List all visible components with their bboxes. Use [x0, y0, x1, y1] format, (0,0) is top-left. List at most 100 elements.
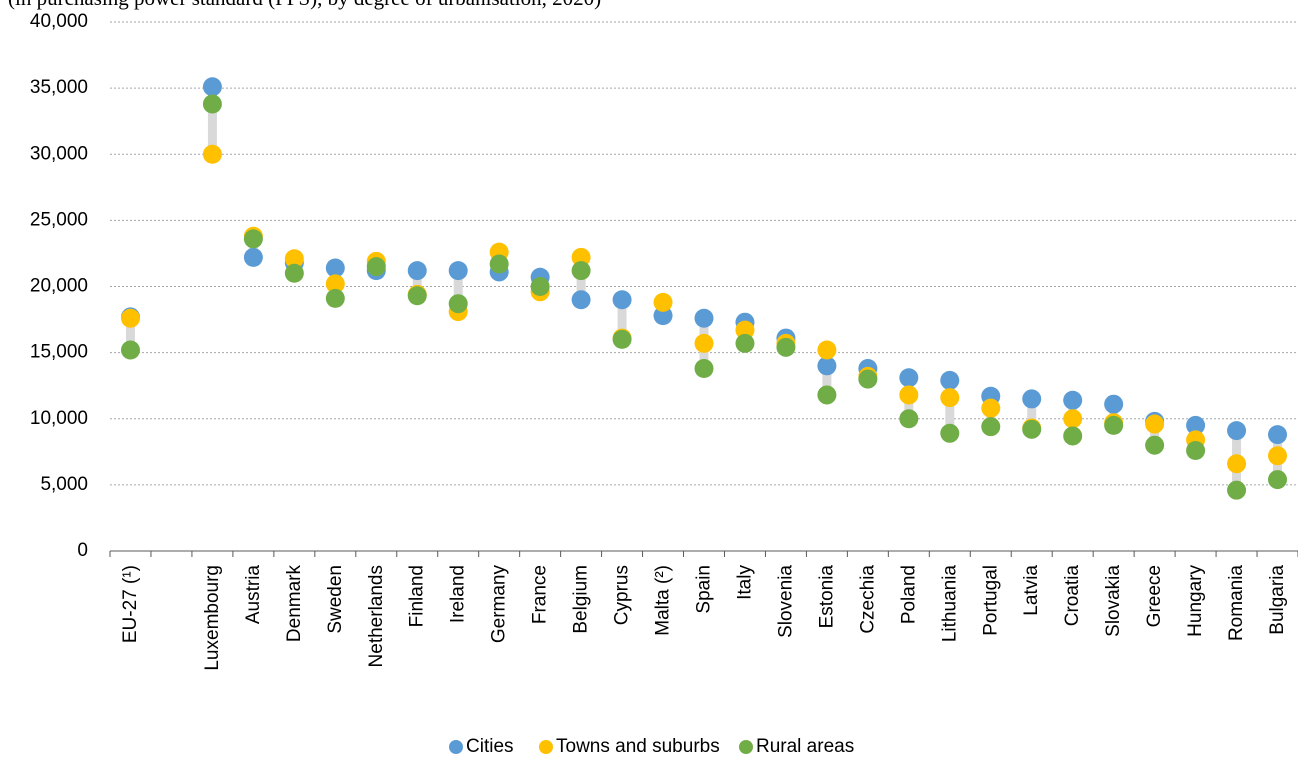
y-tick-label: 20,000 [30, 276, 88, 297]
x-tick-label: Lithuania [939, 565, 960, 643]
dot [940, 423, 960, 443]
dot [1227, 421, 1247, 441]
legend-marker [739, 740, 753, 754]
dot [366, 257, 386, 277]
dot [284, 263, 304, 283]
y-tick-label: 10,000 [30, 408, 88, 429]
y-tick-label: 0 [77, 540, 88, 561]
x-tick-label: Bulgaria [1267, 565, 1288, 635]
dot [571, 247, 591, 267]
dot [653, 306, 673, 326]
x-tick-label: Spain [694, 565, 715, 614]
dot [1268, 446, 1288, 466]
y-tick-label: 5,000 [40, 474, 88, 495]
dot [612, 329, 632, 349]
x-tick-label: Belgium [571, 565, 592, 634]
dot [817, 385, 837, 405]
chart-subtitle: (in purchasing power standard (PPS), by … [8, 0, 601, 10]
dot [1063, 390, 1083, 410]
legend-label: Towns and suburbs [556, 736, 720, 757]
dot [776, 337, 796, 357]
dot [1104, 394, 1124, 414]
x-tick-label: Slovenia [775, 565, 796, 638]
legend-label: Rural areas [756, 736, 854, 757]
y-tick-label: 15,000 [30, 342, 88, 363]
y-tick-label: 35,000 [30, 77, 88, 98]
dot [1268, 425, 1288, 445]
dot [1145, 435, 1165, 455]
dot [653, 292, 673, 312]
x-tick-label: Croatia [1062, 565, 1083, 627]
dot [1227, 480, 1247, 500]
legend-marker [449, 740, 463, 754]
dot [284, 249, 304, 269]
dot [1186, 440, 1206, 460]
dot [448, 261, 468, 281]
x-tick-label: Poland [898, 565, 919, 624]
dot [694, 333, 714, 353]
dot [735, 333, 755, 353]
dot [1063, 409, 1083, 429]
dot [202, 77, 222, 97]
x-tick-label: Malta (²) [653, 565, 674, 636]
y-tick-label: 30,000 [30, 143, 88, 164]
dot [817, 340, 837, 360]
x-tick-label: Germany [489, 565, 510, 644]
x-tick-label: Sweden [325, 565, 346, 634]
dot [899, 409, 919, 429]
dot [530, 277, 550, 296]
dot [325, 258, 345, 278]
dot [694, 308, 714, 328]
dot [120, 308, 140, 328]
x-tick-label: Denmark [284, 565, 305, 643]
dot [1227, 454, 1247, 474]
dot [571, 261, 591, 281]
dot [1145, 414, 1165, 434]
x-tick-label: Greece [1144, 565, 1165, 627]
dot [940, 370, 960, 390]
dot [612, 290, 632, 310]
dot [407, 261, 427, 281]
dot [899, 385, 919, 405]
dot [899, 368, 919, 388]
x-tick-label: Ireland [448, 565, 469, 623]
x-tick-label: Estonia [816, 565, 837, 629]
dot [407, 286, 427, 306]
dot [940, 388, 960, 408]
dot [325, 288, 345, 308]
dot [243, 247, 263, 267]
dot [981, 398, 1001, 418]
x-tick-label: Czechia [857, 565, 878, 634]
x-tick-label: Austria [243, 565, 264, 625]
x-tick-label: Italy [734, 565, 755, 600]
dot [981, 417, 1001, 437]
dot [202, 144, 222, 164]
x-tick-label: Hungary [1185, 565, 1206, 637]
dot [1268, 470, 1288, 490]
dot [325, 274, 345, 294]
y-tick-label: 25,000 [30, 209, 88, 230]
dot [243, 229, 263, 249]
x-tick-label: Portugal [980, 565, 1001, 636]
dot [202, 94, 222, 114]
dot [1186, 415, 1206, 435]
x-tick-label: Luxembourg [202, 565, 223, 671]
x-tick-label: Romania [1226, 565, 1247, 641]
x-tick-label: Cyprus [612, 565, 633, 625]
y-tick-label: 40,000 [30, 11, 88, 32]
dot [489, 254, 509, 274]
dot [120, 340, 140, 360]
legend-label: Cities [466, 736, 514, 757]
dot [571, 290, 591, 310]
dot [858, 369, 878, 389]
x-tick-label: Slovakia [1103, 565, 1124, 637]
dot [694, 358, 714, 378]
legend-marker [539, 740, 553, 754]
dot [1063, 426, 1083, 446]
dot [1104, 415, 1124, 435]
x-tick-label: Finland [407, 565, 428, 627]
dot [1022, 389, 1042, 409]
x-tick-label: Latvia [1021, 565, 1042, 616]
dot [1022, 419, 1042, 439]
dot [735, 320, 755, 340]
